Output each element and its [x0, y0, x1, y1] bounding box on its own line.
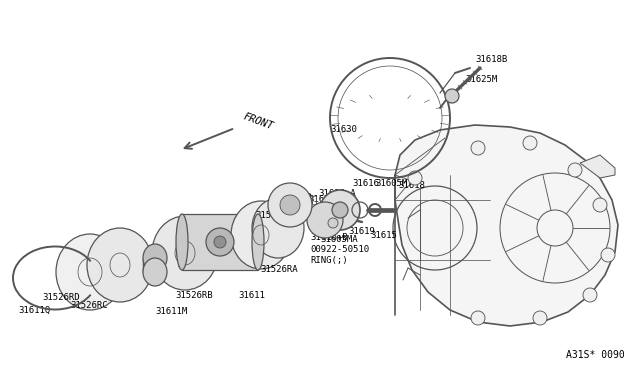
- Text: 00922-50510: 00922-50510: [310, 246, 369, 254]
- Circle shape: [523, 136, 537, 150]
- Circle shape: [593, 198, 607, 212]
- Text: A31S* 0090: A31S* 0090: [566, 350, 625, 360]
- Circle shape: [583, 288, 597, 302]
- Text: 31616+B: 31616+B: [310, 234, 348, 243]
- Circle shape: [214, 236, 226, 248]
- Text: 31526RD: 31526RD: [42, 294, 79, 302]
- Text: 31526R: 31526R: [255, 211, 287, 219]
- Ellipse shape: [307, 202, 343, 238]
- Text: 31526RC: 31526RC: [70, 301, 108, 311]
- Text: 31618: 31618: [398, 180, 425, 189]
- Circle shape: [471, 141, 485, 155]
- Text: 31625M: 31625M: [465, 76, 497, 84]
- Text: 31605M: 31605M: [375, 179, 407, 187]
- Polygon shape: [580, 155, 615, 178]
- Polygon shape: [182, 214, 258, 270]
- Text: FRONT: FRONT: [242, 112, 275, 132]
- Ellipse shape: [56, 234, 124, 310]
- Text: 31526RB: 31526RB: [175, 291, 212, 299]
- Text: 31616: 31616: [352, 180, 379, 189]
- Polygon shape: [395, 125, 618, 326]
- Text: 31616+A: 31616+A: [318, 189, 356, 198]
- Text: 31615M: 31615M: [308, 196, 340, 205]
- Ellipse shape: [332, 202, 348, 218]
- Text: 31619: 31619: [348, 228, 375, 237]
- Circle shape: [568, 163, 582, 177]
- Text: RING(;): RING(;): [310, 257, 348, 266]
- Text: 31526RA: 31526RA: [260, 266, 298, 275]
- Ellipse shape: [152, 216, 218, 290]
- Text: 31611M: 31611M: [155, 308, 188, 317]
- Ellipse shape: [280, 195, 300, 215]
- Ellipse shape: [143, 244, 167, 272]
- Circle shape: [206, 228, 234, 256]
- Ellipse shape: [268, 183, 312, 227]
- Ellipse shape: [176, 214, 188, 270]
- Circle shape: [328, 218, 338, 228]
- Text: 31611: 31611: [238, 291, 265, 299]
- Polygon shape: [143, 258, 167, 272]
- Text: 31618B: 31618B: [475, 55, 508, 64]
- Circle shape: [471, 311, 485, 325]
- Ellipse shape: [143, 258, 167, 286]
- Text: 31609: 31609: [285, 193, 312, 202]
- Text: 31611Q: 31611Q: [18, 305, 51, 314]
- Circle shape: [408, 171, 422, 185]
- Circle shape: [533, 311, 547, 325]
- Ellipse shape: [320, 190, 360, 230]
- Circle shape: [601, 248, 615, 262]
- Ellipse shape: [87, 228, 153, 302]
- Text: 31615: 31615: [370, 231, 397, 240]
- Ellipse shape: [231, 201, 291, 269]
- Ellipse shape: [252, 198, 304, 258]
- Ellipse shape: [252, 214, 264, 270]
- Circle shape: [445, 89, 459, 103]
- Text: 31630: 31630: [330, 125, 357, 135]
- Text: 31605MA: 31605MA: [320, 235, 358, 244]
